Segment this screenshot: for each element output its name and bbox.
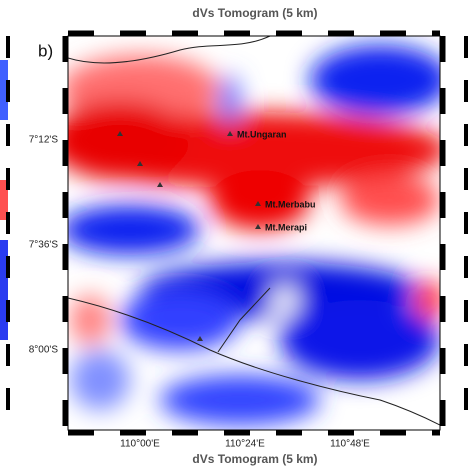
- volcano: [227, 131, 233, 136]
- volcano: [255, 224, 261, 229]
- boundary: [217, 287, 271, 353]
- volcano: [157, 182, 163, 187]
- volcanoes: [117, 131, 261, 341]
- place-label: Mt.Merbabu: [265, 199, 316, 209]
- place-label: Mt.Ungaran: [237, 129, 287, 139]
- frame-ticks: [62, 30, 446, 436]
- coastline-south: [68, 297, 440, 426]
- title-bottom: dVs Tomogram (5 km): [192, 452, 317, 466]
- volcano: [137, 161, 143, 166]
- lon-label: 110°00'E: [120, 439, 160, 450]
- left-panel-edge: [0, 36, 8, 430]
- lat-label: 8°00'S: [29, 345, 59, 356]
- lon-label: 110°24'E: [225, 439, 265, 450]
- lon-label: 110°48'E: [330, 439, 370, 450]
- title-top: dVs Tomogram (5 km): [192, 6, 317, 20]
- lat-label: 7°36'S: [29, 240, 59, 251]
- panel-label: b): [38, 41, 53, 60]
- volcano: [197, 336, 203, 341]
- coastline-north: [68, 36, 271, 64]
- volcano: [255, 201, 261, 206]
- lat-label: 7°12'S: [29, 135, 59, 146]
- map-frame: [67, 35, 441, 431]
- tomogram: [68, 36, 440, 430]
- place-label: Mt.Merapi: [265, 222, 307, 232]
- volcano: [117, 131, 123, 136]
